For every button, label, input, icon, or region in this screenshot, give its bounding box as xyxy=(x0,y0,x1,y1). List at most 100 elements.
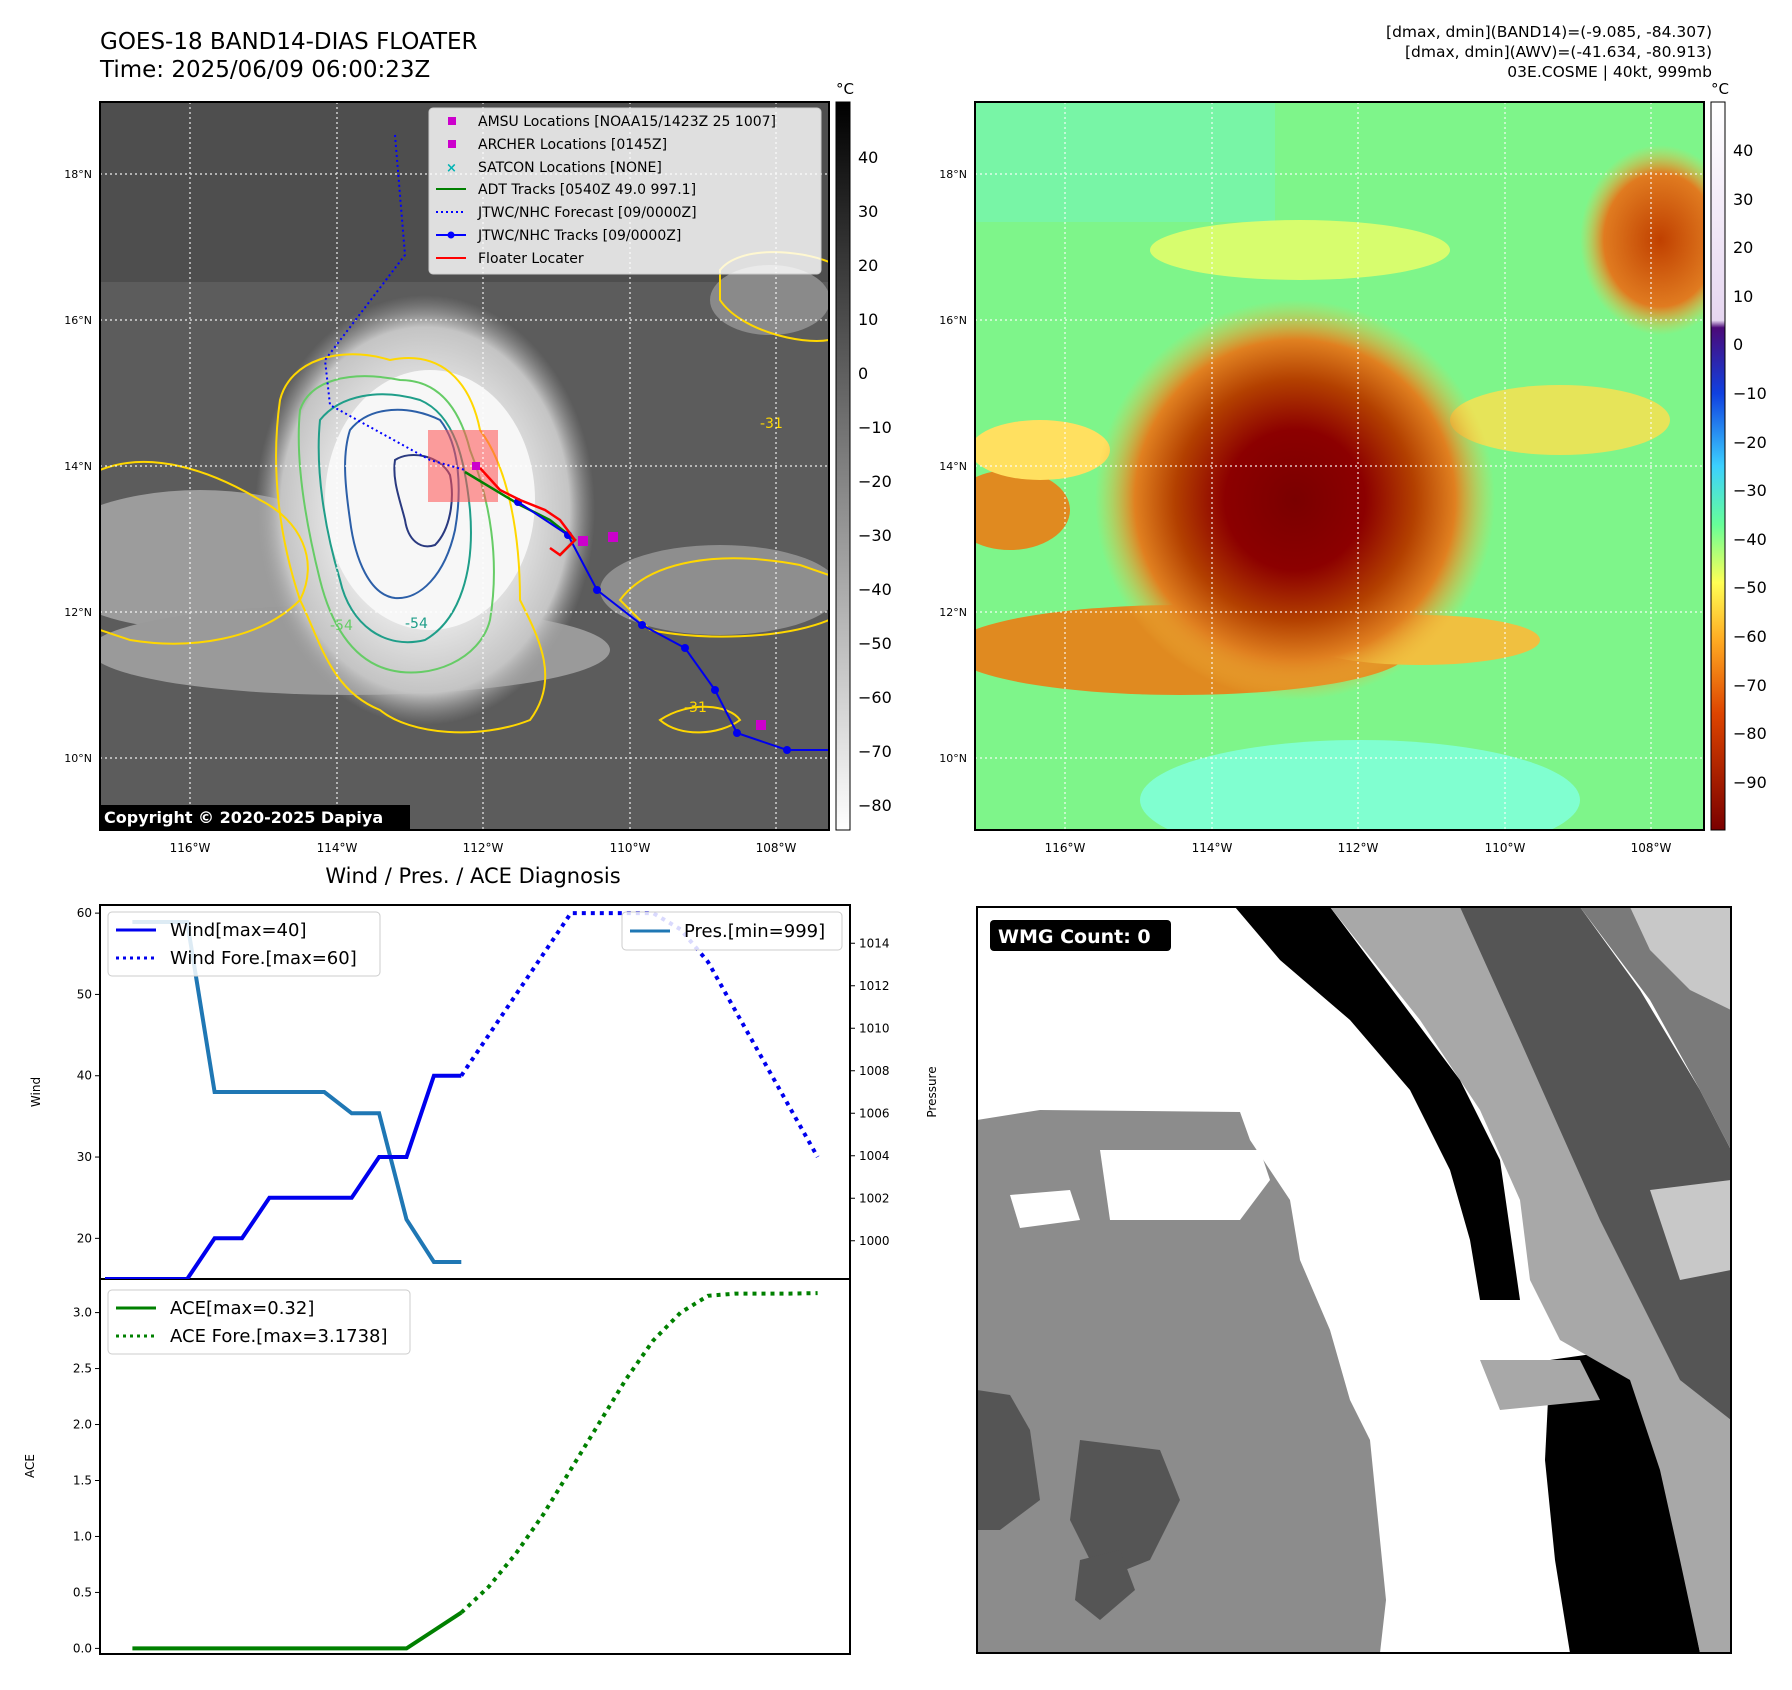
legend-wind: Wind[max=40] xyxy=(170,920,307,941)
svg-text:10°N: 10°N xyxy=(939,752,967,765)
svg-text:−60: −60 xyxy=(858,688,892,707)
contour-yellow-east xyxy=(618,557,829,638)
wind-legend: Wind[max=40] Wind Fore.[max=60] xyxy=(107,911,381,977)
copyright-text: Copyright © 2020-2025 Dapiya xyxy=(104,808,383,827)
pressure-ylabel: Pressure xyxy=(925,1066,939,1117)
wv-colorbar-unit: °C xyxy=(1711,80,1729,98)
svg-text:0: 0 xyxy=(1733,335,1743,354)
contour-yellow-south xyxy=(658,705,742,734)
svg-text:−90: −90 xyxy=(1733,773,1767,792)
pressure-y-ticks: 1000 1002 1004 1006 1008 1010 1012 1014 xyxy=(850,936,890,1248)
ace-line xyxy=(132,1610,463,1651)
wmg-dark-center xyxy=(1070,1440,1180,1580)
ir-cloud-ne xyxy=(710,265,829,335)
svg-text:0: 0 xyxy=(858,364,868,383)
wmg-pale-patch-ne xyxy=(1630,907,1731,1010)
pressure-tick-label: 1002 xyxy=(859,1191,890,1205)
pressure-tick-label: 1006 xyxy=(859,1106,890,1120)
wmg-lightgray-band xyxy=(1330,907,1731,1653)
ace-tick-label: 0.0 xyxy=(73,1641,92,1655)
svg-text:−20: −20 xyxy=(858,472,892,491)
wv-storm-core xyxy=(1095,300,1495,700)
jtwc-track-points xyxy=(514,498,791,754)
svg-text:112°W: 112°W xyxy=(1338,841,1379,855)
wind-tick-label: 30 xyxy=(77,1150,92,1164)
ace-legend: ACE[max=0.32] ACE Fore.[max=3.1738] xyxy=(107,1289,411,1355)
svg-text:−50: −50 xyxy=(1733,578,1767,597)
wmg-black-band-south xyxy=(1545,1350,1700,1653)
wv-lon-ticks: 116°W 114°W 112°W 110°W 108°W xyxy=(1045,841,1672,855)
ace-tick-label: 0.5 xyxy=(73,1585,92,1599)
legend-wind-fore: Wind Fore.[max=60] xyxy=(170,948,357,969)
figure-title: GOES-18 BAND14-DIAS FLOATER Time: 2025/0… xyxy=(100,28,478,84)
svg-text:−40: −40 xyxy=(858,580,892,599)
svg-text:×: × xyxy=(446,161,457,176)
svg-text:20: 20 xyxy=(858,256,878,275)
ace-marks xyxy=(132,1291,818,1651)
svg-text:−30: −30 xyxy=(1733,481,1767,500)
svg-text:−80: −80 xyxy=(1733,724,1767,743)
legend-archer: ARCHER Locations [0145Z] xyxy=(478,137,667,153)
legend-ace-fore: ACE Fore.[max=3.1738] xyxy=(170,1326,388,1347)
wind-tick-label: 60 xyxy=(77,906,92,920)
floater-box xyxy=(428,430,498,502)
wv-map-panel: 116°W 114°W 112°W 110°W 108°W 18°N 16°N … xyxy=(939,80,1767,855)
title-line-1: GOES-18 BAND14-DIAS FLOATER xyxy=(100,29,478,55)
title-line-2: Time: 2025/06/09 06:00:23Z xyxy=(100,57,431,83)
ir-colorbar-ticks: 40 30 20 10 0 −10 −20 −30 −40 −50 −60 −7… xyxy=(858,148,892,815)
wv-moist-west xyxy=(975,470,1070,550)
svg-text:40: 40 xyxy=(1733,141,1753,160)
svg-text:30: 30 xyxy=(858,202,878,221)
svg-text:12°N: 12°N xyxy=(939,606,967,619)
svg-text:112°W: 112°W xyxy=(463,841,504,855)
wmg-gray-patch-south xyxy=(1480,1360,1600,1410)
legend-pressure: Pres.[min=999] xyxy=(684,921,825,942)
legend-floater: Floater Locater xyxy=(478,251,584,267)
wind-tick-label: 40 xyxy=(77,1069,92,1083)
svg-text:14°N: 14°N xyxy=(64,460,92,473)
svg-text:40: 40 xyxy=(858,148,878,167)
wmg-white-gap-1 xyxy=(1010,1190,1080,1228)
pressure-tick-label: 1014 xyxy=(859,936,890,950)
ace-tick-label: 1.0 xyxy=(73,1529,92,1543)
svg-text:−10: −10 xyxy=(858,418,892,437)
copyright-box xyxy=(100,805,410,830)
diagnosis-title: Wind / Pres. / ACE Diagnosis xyxy=(325,864,620,888)
ir-map-frame xyxy=(99,101,830,831)
svg-text:−40: −40 xyxy=(1733,530,1767,549)
wmg-white-gap-2 xyxy=(1100,1150,1270,1220)
svg-text:18°N: 18°N xyxy=(939,168,967,181)
wv-aqua-south xyxy=(1140,740,1580,830)
wmg-count-box xyxy=(990,920,1171,951)
ace-tick-label: 2.5 xyxy=(73,1362,92,1376)
svg-text:20: 20 xyxy=(1733,238,1753,257)
wmg-darkgray-band xyxy=(1460,907,1731,1420)
ir-map-panel: -54 -31 -31 -54 Copyright © xyxy=(64,80,892,855)
ir-lon-ticks: 116°W 114°W 112°W 110°W 108°W xyxy=(170,841,797,855)
svg-text:−10: −10 xyxy=(1733,384,1767,403)
wmg-pale-patch-east xyxy=(1650,1180,1731,1280)
wv-aqua-north xyxy=(975,102,1275,222)
contour-label-4: -54 xyxy=(330,618,353,634)
wv-map-frame xyxy=(974,101,1705,831)
contour-yellow-west xyxy=(100,460,309,645)
floater-locater-track xyxy=(479,467,577,557)
contour-label-2: -31 xyxy=(684,700,707,716)
wind-tick-label: 20 xyxy=(77,1231,92,1245)
wind-ylabel: Wind xyxy=(29,1077,43,1107)
svg-text:18°N: 18°N xyxy=(64,168,92,181)
legend-satcon: SATCON Locations [NONE] xyxy=(478,160,662,176)
info-storm: 03E.COSME | 40kt, 999mb xyxy=(1507,63,1712,81)
svg-text:16°N: 16°N xyxy=(64,314,92,327)
svg-text:108°W: 108°W xyxy=(1631,841,1672,855)
svg-text:−70: −70 xyxy=(858,742,892,761)
svg-text:−80: −80 xyxy=(858,796,892,815)
svg-text:−20: −20 xyxy=(1733,433,1767,452)
ace-tick-label: 2.0 xyxy=(73,1418,92,1432)
pressure-tick-label: 1012 xyxy=(859,979,890,993)
wmg-panel: WMG Count: 0 xyxy=(976,906,1732,1654)
legend-amsu: AMSU Locations [NOAA15/1423Z 25 1007] xyxy=(478,114,776,130)
svg-text:16°N: 16°N xyxy=(939,314,967,327)
ace-tick-label: 1.5 xyxy=(73,1473,92,1487)
contour-label-3: -31 xyxy=(760,416,783,432)
